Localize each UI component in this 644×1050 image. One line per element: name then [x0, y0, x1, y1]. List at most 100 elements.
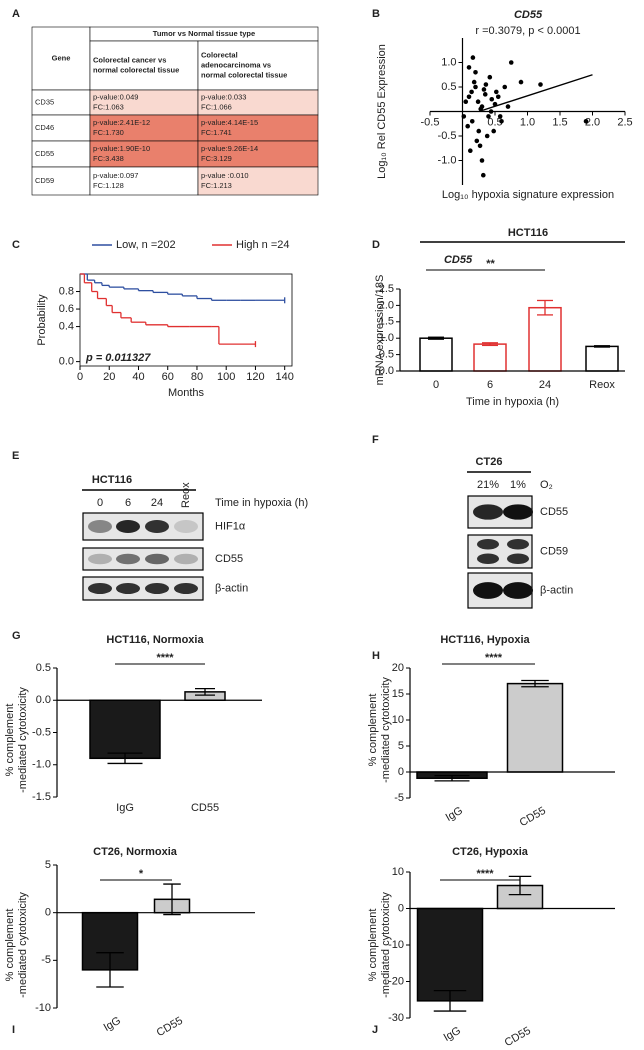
band [477, 553, 499, 565]
x-tick-label: IgG [102, 1015, 123, 1034]
band-label: β-actin [540, 584, 573, 596]
cell-text: FC:1.063 [93, 102, 124, 111]
point [465, 123, 471, 129]
x-tick-label: IgG [442, 1025, 463, 1044]
lane-axis-label: Time in hypoxia (h) [215, 497, 308, 509]
point [505, 104, 511, 109]
point [471, 79, 477, 85]
band [145, 553, 169, 565]
y-tick-label: -5 [41, 954, 51, 966]
y-tick-label: -5 [394, 792, 404, 804]
y-tick-label: 0 [398, 902, 404, 914]
point [491, 128, 497, 134]
lane-label: 1% [510, 479, 526, 491]
x-tick-label: Reox [589, 379, 615, 391]
panel-label: E [12, 450, 19, 462]
band [145, 520, 169, 533]
band [116, 520, 140, 533]
point [466, 65, 472, 70]
point [479, 158, 485, 163]
point [488, 109, 494, 114]
chart-title: HCT116 [508, 227, 548, 239]
y-tick-label: 0 [45, 907, 51, 919]
y-axis-label: -mediated cytotoxicity [380, 892, 392, 998]
cell-text: FC:3.129 [201, 154, 232, 163]
bar [89, 699, 161, 760]
cell-text: FC:1.213 [201, 181, 232, 190]
x-tick-label: 6 [487, 379, 493, 391]
panel-label: I [12, 1024, 15, 1036]
point [481, 172, 486, 178]
band-label: CD59 [540, 545, 568, 557]
panel-label: J [372, 1024, 378, 1036]
table-cell [197, 114, 319, 142]
y-tick-label: -1.0 [438, 154, 457, 166]
y-tick-label: 0.4 [59, 320, 74, 332]
table-cell [31, 166, 91, 196]
blot-title: HCT116 [92, 474, 132, 486]
y-tick-label: 0.0 [379, 365, 394, 377]
y-tick-label: 0.5 [379, 349, 394, 361]
x-tick-label: CD55 [155, 1015, 185, 1039]
cell-text: CD55 [35, 149, 54, 158]
point [508, 60, 514, 65]
y-tick-label: 20 [392, 662, 404, 674]
point [486, 114, 491, 119]
x-axis-label: Time in hypoxia (h) [466, 396, 559, 408]
column-header: adenocarcinoma vs [201, 60, 271, 69]
cell-text: p-value:0.097 [93, 171, 138, 180]
point [495, 94, 501, 100]
point [481, 87, 487, 92]
band [116, 553, 140, 565]
chart-title: CT26, Hypoxia [452, 846, 529, 858]
cell-text: p-value :0.010 [201, 171, 249, 180]
band [503, 582, 533, 599]
point [494, 89, 499, 95]
blot-panel [82, 576, 204, 601]
bar [416, 907, 484, 1002]
chart-title: CD55 [514, 9, 543, 21]
table-cell [197, 40, 319, 91]
x-tick-label: 2.5 [617, 116, 632, 128]
point [538, 82, 543, 87]
y-tick-label: 2.5 [379, 283, 394, 295]
y-axis-label: -mediated cytotoxicity [17, 892, 29, 998]
point [477, 143, 483, 149]
band [174, 553, 198, 565]
point [489, 96, 495, 102]
band [174, 520, 198, 533]
blot-panel [82, 512, 204, 541]
table-header: Tumor vs Normal tissue type [153, 29, 255, 38]
band-label: CD55 [540, 506, 568, 518]
y-tick-label: 0.8 [59, 285, 74, 297]
x-axis-label: Log₁₀ hypoxia signature expression [442, 189, 614, 201]
cell-text: p-value:9.26E-14 [201, 144, 258, 153]
bar [528, 306, 562, 372]
significance-label: **** [156, 652, 174, 664]
x-tick-label: CD55 [191, 802, 219, 814]
x-tick-label: 0 [77, 371, 83, 383]
lane-label: Reox [180, 482, 192, 508]
y-tick-label: -0.5 [438, 130, 457, 142]
point [469, 119, 475, 124]
chart-subtitle: r =0.3079, p < 0.0001 [475, 25, 580, 37]
bar [585, 345, 619, 372]
y-tick-label: -1.5 [32, 791, 51, 803]
y-tick-label: 5 [45, 859, 51, 871]
point [475, 99, 481, 104]
y-tick-label: -10 [388, 939, 404, 951]
band [503, 504, 533, 520]
x-tick-label: 0.5 [487, 116, 502, 128]
point [583, 119, 589, 124]
x-tick-label: 0 [433, 379, 439, 391]
significance-label: * [139, 868, 144, 880]
y-axis-label: -mediated cytotoxicity [17, 687, 29, 793]
y-axis-label: Log₁₀ Rel CD55 Expression [376, 44, 388, 179]
cell-text: FC:3.438 [93, 154, 124, 163]
point [487, 74, 493, 80]
panel-label: C [12, 239, 20, 251]
y-tick-label: 0.5 [36, 662, 51, 674]
band [145, 582, 169, 595]
legend-label: High n =24 [236, 239, 290, 251]
